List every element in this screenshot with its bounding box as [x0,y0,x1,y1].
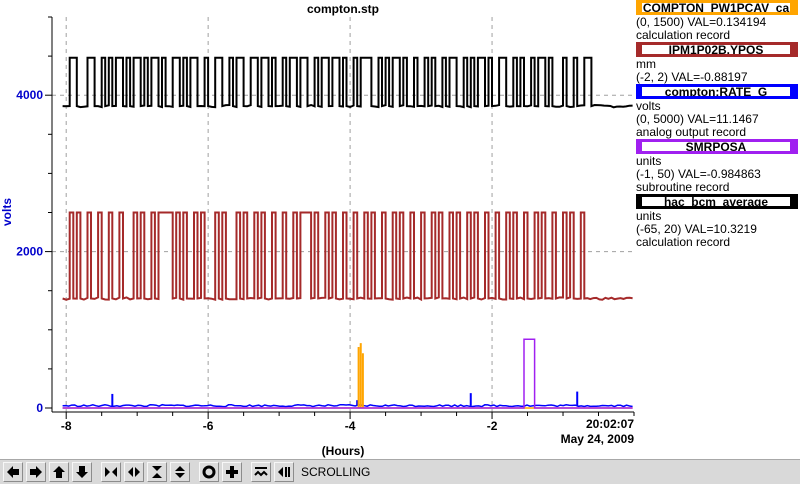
legend-entry-range-value: (0, 1500) VAL=0.134194 [636,15,767,29]
expand-vertical-icon [175,466,185,478]
series-line [62,211,633,302]
legend-entry[interactable]: compton:RATE_G volts (0, 5000) VAL=11.1467… [636,84,800,139]
legend-entry-units: mm [636,57,656,71]
zoom-reset-icon [202,465,216,479]
compress-vertical-icon [152,466,162,478]
x-tick-label: -2 [487,419,498,433]
toolbar: SCROLLING [0,459,800,484]
expand-horizontal-icon [128,467,140,477]
y-tick-label: 4000 [16,88,43,102]
series-line [62,338,633,409]
legend-entry-record-type: analog output record [636,125,747,139]
x-axis-label: (Hours) [322,444,365,458]
legend-entry-range-value: (-65, 20) VAL=10.3219 [636,222,757,236]
legend-entry-record-type: subroutine record [636,180,730,194]
series-line [62,403,633,408]
arrow-up-icon [53,466,65,478]
legend-entry-name[interactable]: hac_bcm_average [636,194,798,209]
legend-entry[interactable]: IPM1P02B.YPOS mm (-2, 2) VAL=-0.88197 [636,42,800,84]
compress-horizontal-button[interactable] [101,462,121,482]
arrow-right-icon [30,466,42,478]
legend-entry[interactable]: COMPTON_PW1PCAV_ca (0, 1500) VAL=0.134194… [636,0,800,42]
scroll-mode-button[interactable] [274,462,294,482]
scroll-left-button[interactable] [3,462,23,482]
y-tick-label: 0 [36,401,43,415]
legend-entry-name[interactable]: SMRPOSA [636,139,798,154]
end-time-label: 20:02:07 [586,417,634,431]
legend-entry-range-value: (0, 5000) VAL=11.1467 [636,112,759,126]
legend-entry-name[interactable]: COMPTON_PW1PCAV_ca [636,0,798,15]
legend-entry-range-value: (-2, 2) VAL=-0.88197 [636,70,748,84]
legend-entry-units: units [636,209,662,223]
y-tick-label: 2000 [16,245,43,259]
legend-entry-record-type: calculation record [636,28,731,42]
legend-entry-name[interactable]: compton:RATE_G [636,84,798,99]
compress-horizontal-icon [105,467,117,477]
scroll-up-button[interactable] [49,462,69,482]
legend-entry[interactable]: SMRPOSA units (-1, 50) VAL=-0.984863 subrou… [636,139,800,194]
arrow-left-icon [7,466,19,478]
autoscale-icon [254,467,268,477]
series-line [62,56,633,109]
legend-entry[interactable]: hac_bcm_average units (-65, 20) VAL=10.321… [636,194,800,249]
x-tick-label: -6 [203,419,214,433]
expand-vertical-button[interactable] [170,462,190,482]
legend-entry-units: volts [636,99,661,113]
compress-vertical-button[interactable] [147,462,167,482]
end-date-label: May 24, 2009 [561,432,635,446]
expand-horizontal-button[interactable] [124,462,144,482]
zoom-in-button[interactable] [222,462,242,482]
y-axis-label: volts [0,198,14,226]
scroll-mode-icon [278,467,290,477]
x-tick-label: -8 [61,419,72,433]
scroll-right-button[interactable] [26,462,46,482]
arrow-down-icon [76,466,88,478]
zoom-reset-button[interactable] [199,462,219,482]
autoscale-button[interactable] [251,462,271,482]
x-tick-label: -4 [345,419,356,433]
chart-title: compton.stp [307,2,379,16]
scroll-down-button[interactable] [72,462,92,482]
legend-entry-units: units [636,154,662,168]
legend-entry-name[interactable]: IPM1P02B.YPOS [636,42,798,57]
legend-entry-range-value: (-1, 50) VAL=-0.984863 [636,167,761,181]
legend-panel: COMPTON_PW1PCAV_ca (0, 1500) VAL=0.134194… [636,0,800,249]
plus-icon [226,466,238,478]
scrolling-status-label: SCROLLING [301,465,371,479]
legend-entry-record-type: calculation record [636,235,731,249]
